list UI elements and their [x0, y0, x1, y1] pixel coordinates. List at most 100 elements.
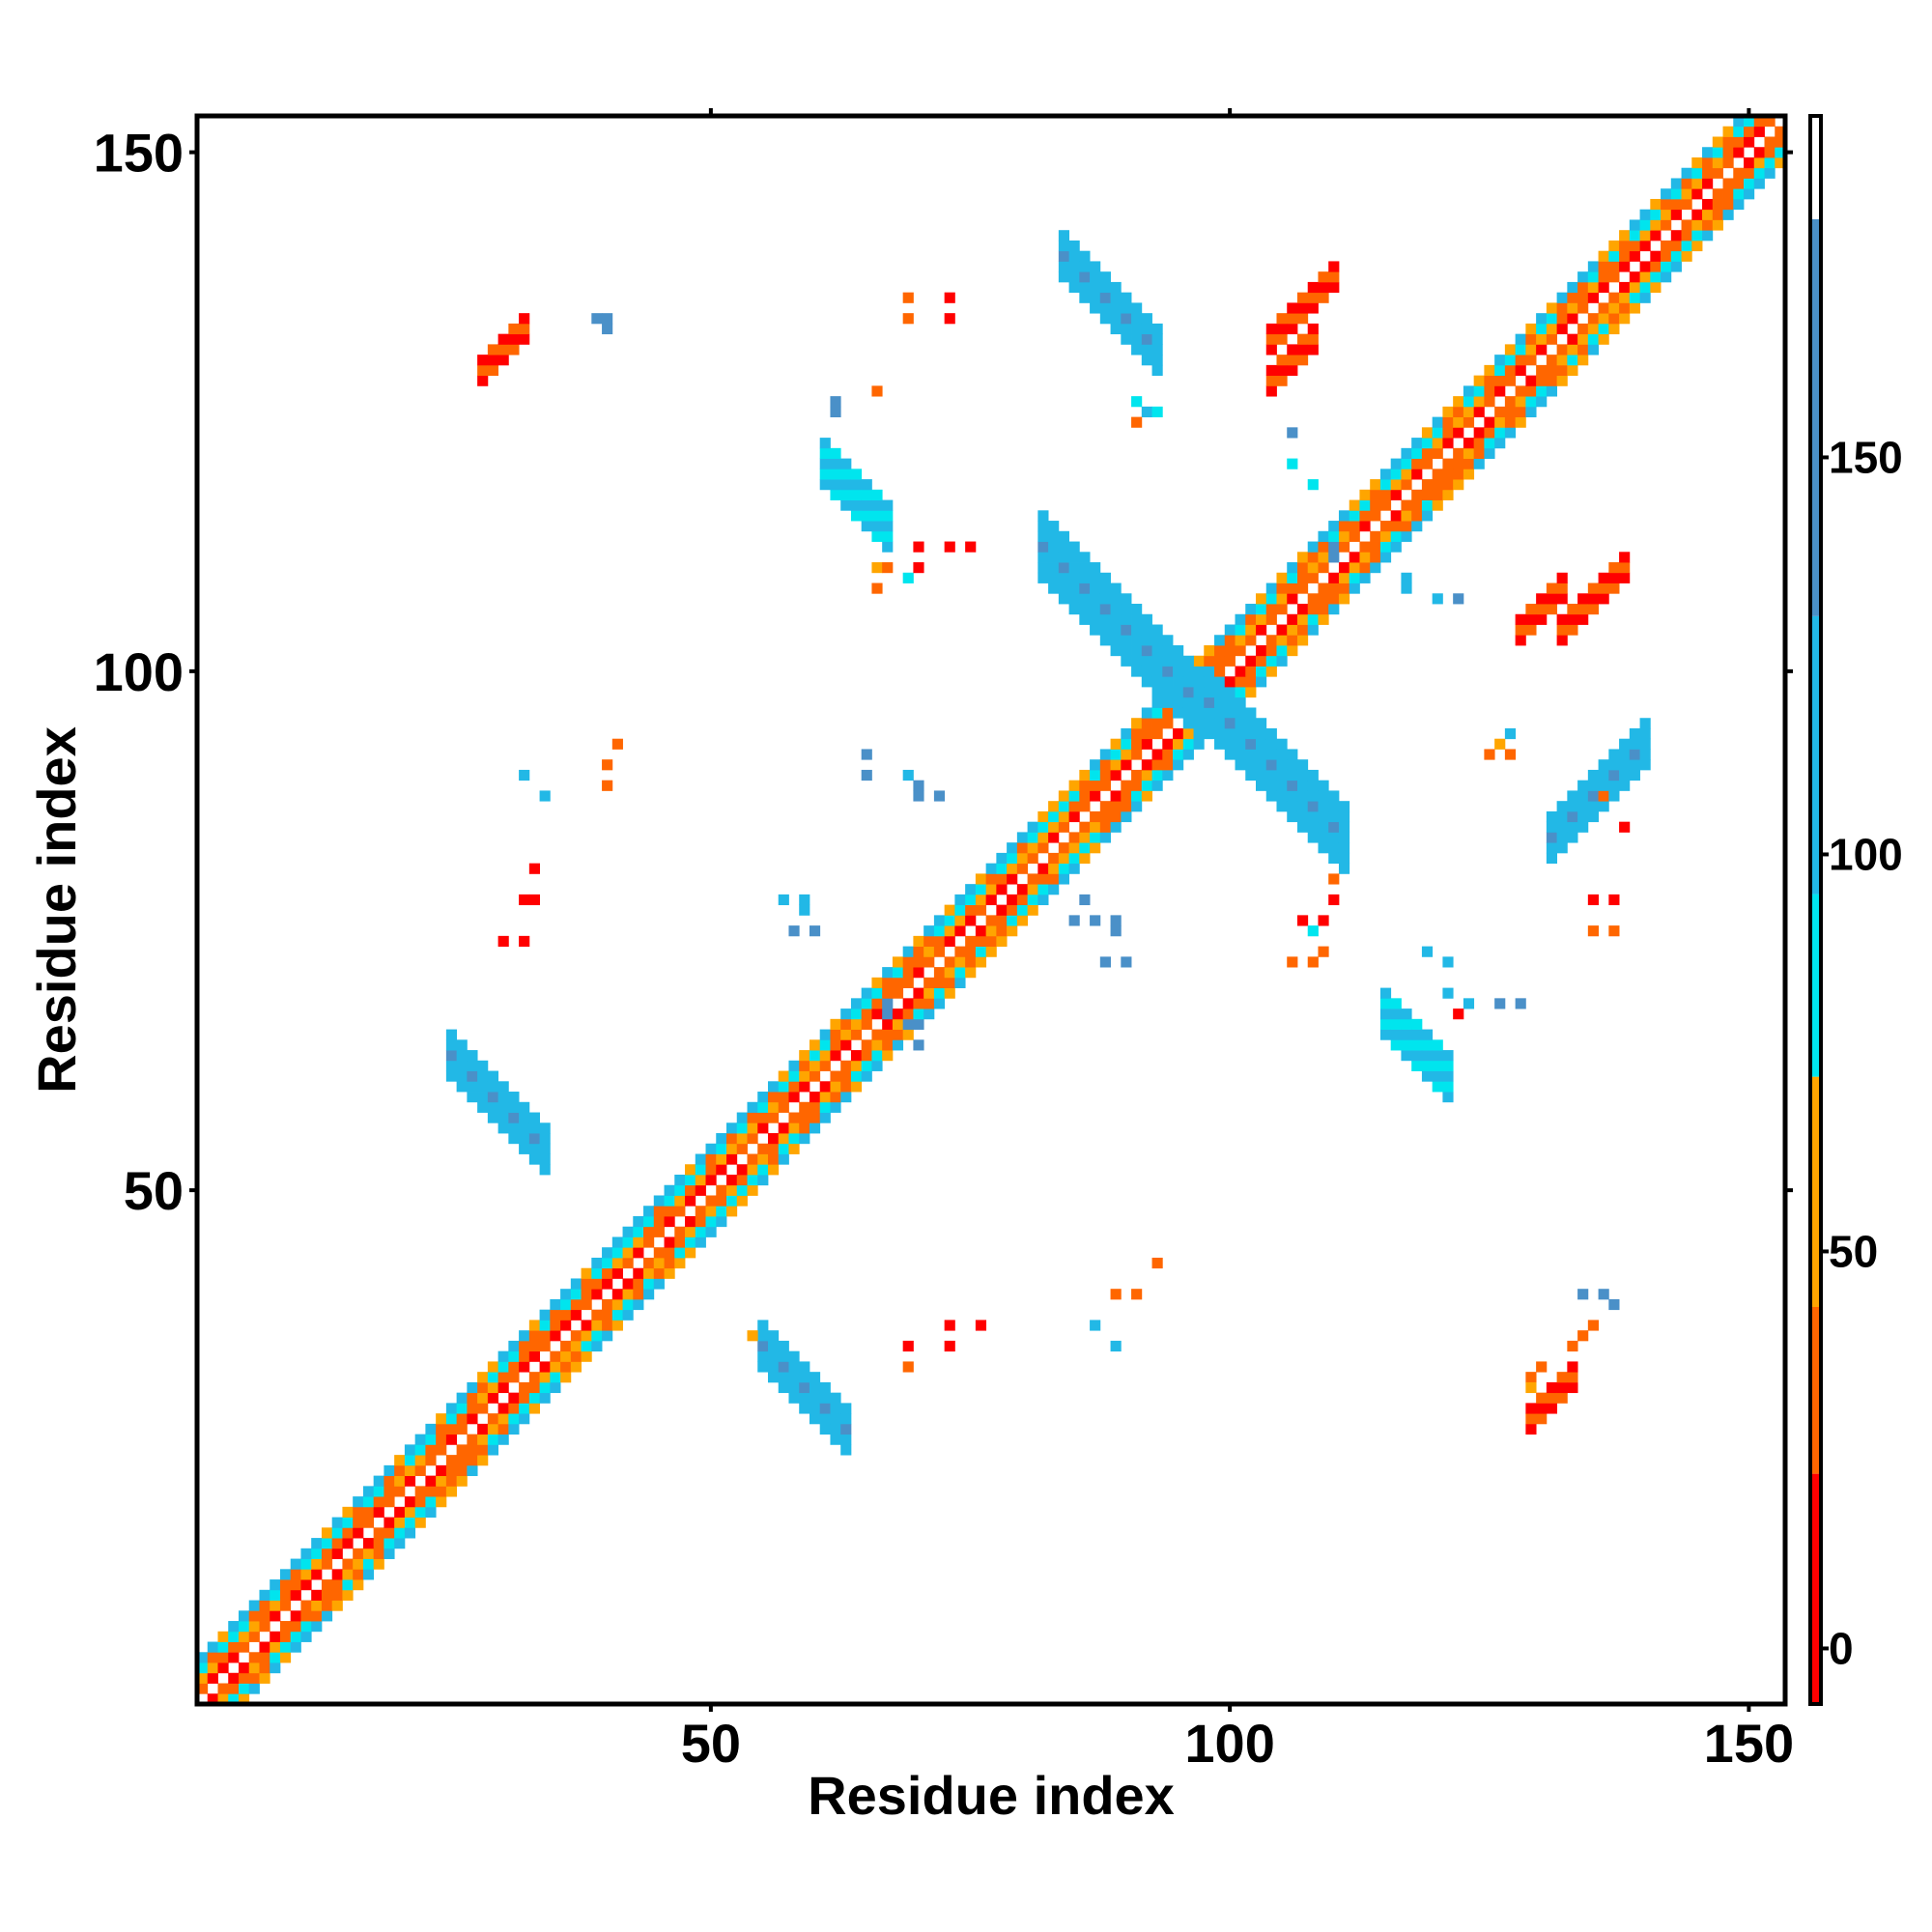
heatmap-cell: [871, 998, 883, 1009]
heatmap-cell: [528, 1153, 540, 1165]
heatmap-cell: [528, 1330, 540, 1342]
heatmap-cell: [602, 780, 613, 791]
heatmap-cell: [1296, 810, 1309, 823]
heatmap-cell: [1318, 832, 1329, 843]
heatmap-cell: [1629, 219, 1640, 231]
heatmap-cell: [1411, 447, 1423, 459]
heatmap-cell: [1515, 385, 1526, 397]
heatmap-cell: [1598, 790, 1609, 802]
heatmap-cell: [1650, 230, 1662, 242]
heatmap-cell: [1058, 261, 1069, 272]
heatmap-cell: [1048, 572, 1060, 583]
heatmap-cell: [1691, 209, 1703, 220]
heatmap-cell: [1099, 582, 1111, 594]
heatmap-cell: [1567, 1361, 1578, 1373]
heatmap-cell: [819, 1101, 831, 1113]
heatmap-cell: [799, 1101, 810, 1113]
heatmap-cell: [1463, 438, 1475, 449]
heatmap-cell: [799, 1050, 810, 1062]
heatmap-cell: [1349, 510, 1360, 522]
heatmap-cell: [1546, 821, 1558, 833]
heatmap-cell: [1712, 156, 1723, 169]
heatmap-cell: [1141, 613, 1152, 625]
heatmap-cell: [1484, 749, 1495, 760]
heatmap-cell: [1608, 323, 1620, 335]
heatmap-cell: [985, 884, 997, 895]
heatmap-cell: [1307, 333, 1319, 345]
heatmap-cell: [1338, 582, 1350, 594]
heatmap-cell: [1515, 998, 1526, 1009]
heatmap-cell: [1318, 271, 1329, 283]
heatmap-cell: [1245, 686, 1257, 698]
heatmap-cell: [1110, 821, 1122, 833]
heatmap-cell: [477, 1101, 489, 1113]
heatmap-cell: [497, 1081, 509, 1093]
heatmap-cell: [1265, 738, 1277, 750]
heatmap-cell: [1390, 521, 1402, 532]
heatmap-cell: [550, 1361, 561, 1373]
heatmap-cell: [1276, 769, 1288, 781]
heatmap-cell: [1058, 863, 1069, 874]
heatmap-cell: [871, 510, 883, 522]
heatmap-cell: [362, 1517, 375, 1528]
heatmap-cell: [1556, 810, 1568, 823]
heatmap-cell: [1276, 738, 1288, 750]
heatmap-cell: [362, 1569, 375, 1580]
heatmap-cell: [799, 1372, 810, 1383]
heatmap-cell: [508, 333, 520, 345]
heatmap-cell: [1556, 1392, 1568, 1404]
heatmap-cell: [497, 1361, 509, 1373]
heatmap-cell: [861, 1039, 872, 1051]
heatmap-cell: [362, 1506, 375, 1518]
heatmap-cell: [799, 1060, 810, 1071]
heatmap-cell: [1131, 333, 1143, 345]
heatmap-cell: [1536, 613, 1548, 625]
heatmap-cell: [1068, 863, 1080, 874]
heatmap-cell: [342, 1527, 354, 1539]
heatmap-cell: [1661, 188, 1672, 200]
heatmap-cell: [1058, 790, 1069, 802]
heatmap-cell: [778, 1133, 789, 1145]
heatmap-cell: [238, 1610, 250, 1622]
heatmap-cell: [1214, 696, 1226, 708]
heatmap-cell: [508, 1361, 520, 1373]
heatmap-cell: [1318, 593, 1329, 605]
heatmap-cell: [1141, 780, 1152, 791]
heatmap-cell: [633, 1298, 644, 1311]
heatmap-cell: [633, 1215, 644, 1228]
heatmap-cell: [1463, 396, 1475, 408]
heatmap-cell: [1265, 323, 1277, 335]
heatmap-cell: [850, 1050, 863, 1062]
heatmap-cell: [1265, 604, 1277, 615]
heatmap-cell: [238, 1621, 250, 1633]
heatmap-cell: [1473, 385, 1485, 397]
heatmap-cell: [1567, 790, 1578, 802]
heatmap-cell: [1650, 271, 1662, 283]
heatmap-cell: [1619, 230, 1631, 242]
heatmap-cell: [1359, 510, 1371, 522]
heatmap-cell: [902, 1340, 914, 1352]
heatmap-cell: [1442, 469, 1454, 480]
heatmap-cell: [414, 1444, 426, 1456]
heatmap-cell: [1245, 624, 1257, 636]
heatmap-cell: [757, 1092, 769, 1103]
heatmap-cell: [1204, 645, 1215, 657]
heatmap-cell: [850, 499, 863, 511]
heatmap-cell: [975, 956, 987, 968]
heatmap-cell: [1661, 250, 1672, 262]
heatmap-cell: [1131, 635, 1143, 646]
heatmap-cell: [1744, 178, 1755, 189]
heatmap-cell: [1702, 219, 1714, 231]
heatmap-cell: [747, 1164, 758, 1176]
heatmap-cell: [1099, 749, 1111, 760]
heatmap-cell: [726, 1133, 738, 1145]
heatmap-cell: [394, 1475, 406, 1487]
heatmap-cell: [1494, 355, 1506, 366]
heatmap-cell: [1068, 240, 1080, 252]
heatmap-cell: [1027, 852, 1038, 865]
heatmap-cell: [1307, 821, 1319, 833]
heatmap-cell: [1390, 530, 1402, 542]
heatmap-cell: [705, 1215, 717, 1228]
heatmap-cell: [497, 1423, 509, 1435]
heatmap-cell: [1037, 521, 1049, 532]
